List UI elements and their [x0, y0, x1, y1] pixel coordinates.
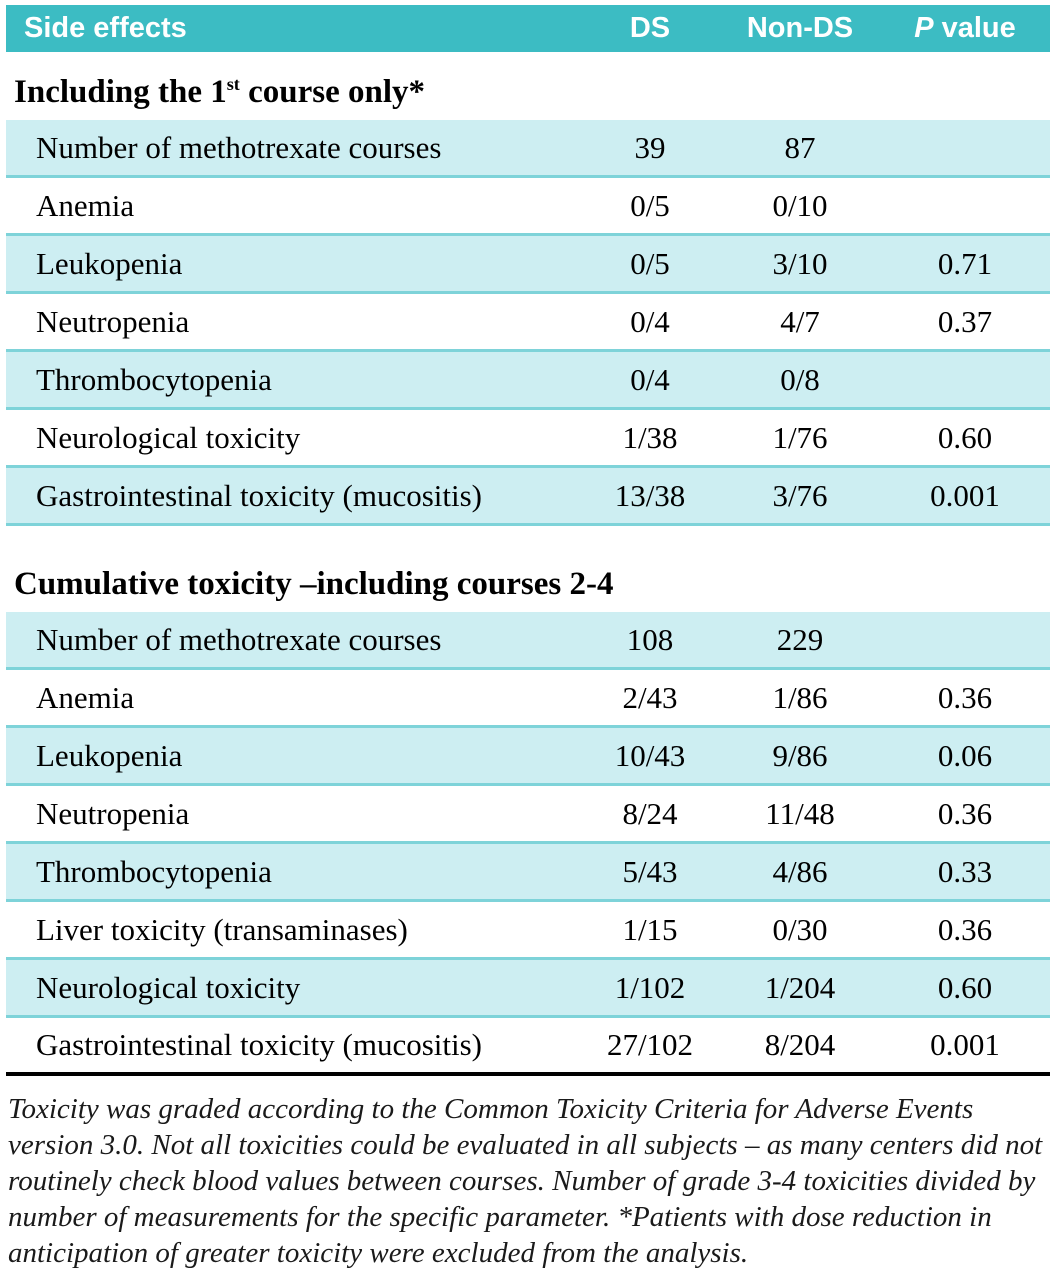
row-p-value: 0.001: [930, 477, 1000, 513]
row-p-value: 0.36: [937, 679, 993, 715]
table-row: Neutropenia 8/24 11/48 0.36: [6, 786, 1050, 844]
table-row: Liver toxicity (transaminases) 1/15 0/30…: [6, 902, 1050, 960]
table-header-row: Side effects DS Non-DS P value: [6, 5, 1050, 52]
row-p-value: 0.36: [937, 795, 993, 831]
section-title-prefix: Including the 1: [14, 74, 227, 110]
row-label: Thrombocytopenia: [36, 853, 272, 889]
row-label: Neutropenia: [36, 795, 190, 831]
row-ds-value: 13/38: [614, 477, 686, 513]
row-label: Liver toxicity (transaminases): [36, 911, 408, 947]
row-label: Anemia: [36, 679, 135, 715]
row-p-value: 0.36: [937, 911, 993, 947]
row-p-value: 0.60: [937, 969, 993, 1005]
row-ds-value: 0/5: [630, 187, 670, 223]
table-row: Gastrointestinal toxicity (mucositis) 13…: [6, 468, 1050, 526]
row-non-ds-value: 8/204: [764, 1027, 836, 1062]
table-row: Thrombocytopenia 0/4 0/8: [6, 352, 1050, 410]
row-label: Leukopenia: [36, 245, 183, 281]
row-p-value: 0.60: [937, 419, 993, 455]
row-ds-value: 10/43: [614, 737, 686, 773]
header-p-italic: P: [914, 12, 934, 44]
row-ds-value: 0/5: [630, 245, 670, 281]
row-non-ds-value: 11/48: [765, 795, 835, 831]
table-row: Thrombocytopenia 5/43 4/86 0.33: [6, 844, 1050, 902]
table-row: Anemia 0/5 0/10: [6, 178, 1050, 236]
row-non-ds-value: 4/86: [772, 853, 828, 889]
section-cumulative-rows: Number of methotrexate courses 108 229 A…: [6, 612, 1050, 1076]
row-p-value: 0.06: [937, 737, 993, 773]
row-ds-value: 39: [634, 129, 666, 165]
row-label: Gastrointestinal toxicity (mucositis): [36, 1027, 482, 1062]
section-first-course: Including the 1st course only* Number of…: [6, 52, 1050, 526]
section-first-rows: Number of methotrexate courses 39 87 Ane…: [6, 120, 1050, 526]
row-p-value: 0.71: [937, 245, 993, 281]
row-non-ds-value: 4/7: [780, 303, 820, 339]
row-label: Neurological toxicity: [36, 419, 301, 455]
section-title-superscript: st: [226, 74, 240, 94]
row-ds-value: 2/43: [622, 679, 678, 715]
table-row: Anemia 2/43 1/86 0.36: [6, 670, 1050, 728]
table-row: Gastrointestinal toxicity (mucositis) 27…: [6, 1018, 1050, 1076]
row-p-value: 0.001: [930, 1027, 1000, 1062]
section-title-prefix: Cumulative toxicity –including courses 2…: [14, 566, 614, 602]
section-cumulative-toxicity: Cumulative toxicity –including courses 2…: [6, 526, 1050, 1076]
row-non-ds-value: 3/76: [772, 477, 828, 513]
row-non-ds-value: 1/76: [772, 419, 828, 455]
header-non-ds-column: Non-DS: [746, 12, 854, 44]
row-non-ds-value: 87: [784, 129, 816, 165]
header-side-effects: Side effects: [24, 12, 187, 44]
row-label: Leukopenia: [36, 737, 183, 773]
row-non-ds-value: 1/86: [772, 679, 828, 715]
row-ds-value: 27/102: [606, 1027, 694, 1062]
row-non-ds-value: 0/8: [780, 361, 820, 397]
row-non-ds-value: 229: [776, 621, 824, 657]
section-title-first-course: Including the 1st course only*: [6, 52, 1050, 120]
row-non-ds-value: 1/204: [764, 969, 836, 1005]
row-label: Anemia: [36, 187, 135, 223]
row-label: Number of methotrexate courses: [36, 129, 442, 165]
row-ds-value: 1/15: [622, 911, 678, 947]
row-ds-value: 108: [626, 621, 674, 657]
table-row: Neurological toxicity 1/102 1/204 0.60: [6, 960, 1050, 1018]
footnote: Toxicity was graded according to the Com…: [8, 1093, 1043, 1269]
row-label: Neutropenia: [36, 303, 190, 339]
row-label: Gastrointestinal toxicity (mucositis): [36, 477, 482, 513]
row-p-value: 0.37: [937, 303, 993, 339]
table-row: Leukopenia 10/43 9/86 0.06: [6, 728, 1050, 786]
table-row: Neutropenia 0/4 4/7 0.37: [6, 294, 1050, 352]
row-ds-value: 0/4: [630, 361, 670, 397]
row-ds-value: 1/38: [622, 419, 678, 455]
row-non-ds-value: 9/86: [772, 737, 828, 773]
table-row: Leukopenia 0/5 3/10 0.71: [6, 236, 1050, 294]
header-p-value-column: P value: [880, 12, 1050, 45]
section-title-suffix: course only*: [239, 74, 426, 110]
row-label: Thrombocytopenia: [36, 361, 272, 397]
row-non-ds-value: 3/10: [772, 245, 828, 281]
row-non-ds-value: 0/10: [772, 187, 828, 223]
row-ds-value: 5/43: [622, 853, 678, 889]
table-row: Number of methotrexate courses 39 87: [6, 120, 1050, 178]
row-label: Number of methotrexate courses: [36, 621, 442, 657]
section-title-cumulative: Cumulative toxicity –including courses 2…: [6, 526, 1050, 612]
row-label: Neurological toxicity: [36, 969, 301, 1005]
row-ds-value: 0/4: [630, 303, 670, 339]
table-row: Neurological toxicity 1/38 1/76 0.60: [6, 410, 1050, 468]
row-p-value: 0.33: [937, 853, 993, 889]
row-ds-value: 8/24: [622, 795, 678, 831]
header-ds-column: DS: [629, 12, 671, 44]
row-non-ds-value: 0/30: [772, 911, 828, 947]
row-ds-value: 1/102: [614, 969, 686, 1005]
table-row: Number of methotrexate courses 108 229: [6, 612, 1050, 670]
header-p-rest: value: [933, 12, 1016, 44]
